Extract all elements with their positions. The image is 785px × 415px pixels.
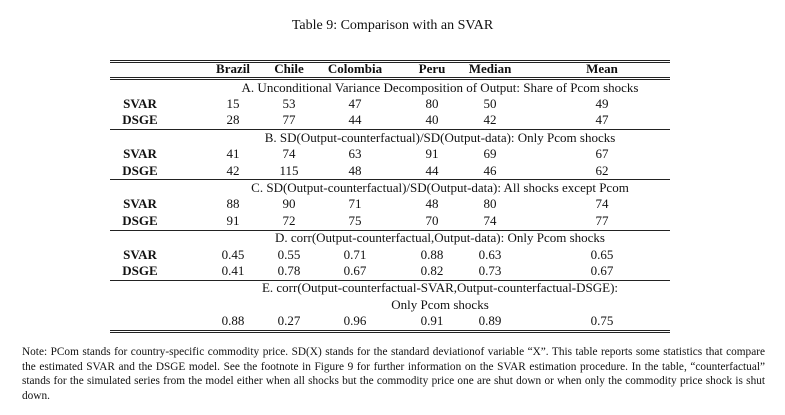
cell: 0.45 — [221, 246, 245, 262]
cell: 42 — [226, 162, 240, 178]
row-label: DSGE — [122, 112, 158, 128]
column-header: Mean — [586, 61, 618, 76]
row-label: DSGE — [122, 262, 158, 278]
cell: 74 — [595, 196, 609, 212]
row-label: SVAR — [123, 95, 157, 111]
cell: 0.89 — [478, 313, 502, 329]
row-label: DSGE — [122, 162, 158, 178]
cell: 0.73 — [478, 262, 502, 278]
cell: 62 — [595, 162, 609, 178]
cell: 44 — [348, 112, 362, 128]
cell: 48 — [425, 196, 439, 212]
cell: 88 — [226, 196, 240, 212]
cell: 71 — [348, 196, 362, 212]
cell: 0.91 — [420, 313, 444, 329]
row-label: DSGE — [122, 212, 158, 228]
rule — [110, 79, 670, 80]
cell: 0.96 — [343, 313, 367, 329]
cell: 91 — [425, 146, 439, 162]
cell: 0.27 — [277, 313, 301, 329]
rule — [110, 332, 670, 333]
cell: 80 — [425, 95, 439, 111]
cell: 80 — [483, 196, 497, 212]
cell: 91 — [226, 212, 240, 228]
cell: 0.41 — [221, 262, 245, 278]
rule — [110, 77, 670, 78]
section-title: E. corr(Output-counterfactual-SVAR,Outpu… — [261, 280, 619, 296]
cell: 47 — [348, 95, 362, 111]
section-title: A. Unconditional Variance Decomposition … — [241, 79, 639, 95]
cell: 69 — [483, 146, 497, 162]
cell: 67 — [595, 146, 609, 162]
cell: 90 — [282, 196, 296, 212]
rule — [110, 279, 670, 281]
rule — [110, 60, 670, 61]
cell: 0.67 — [343, 262, 367, 278]
cell: 74 — [282, 146, 296, 162]
cell: 0.63 — [478, 246, 502, 262]
cell: 74 — [483, 212, 497, 228]
section-title: C. SD(Output-counterfactual)/SD(Output-d… — [251, 179, 629, 195]
cell: 49 — [595, 95, 609, 111]
section-title: Only Pcom shocks — [391, 296, 489, 312]
cell: 77 — [595, 212, 609, 228]
column-header: Brazil — [216, 61, 250, 76]
cell: 0.82 — [420, 262, 444, 278]
cell: 0.88 — [221, 313, 245, 329]
cell: 41 — [226, 146, 240, 162]
row-label: SVAR — [123, 146, 157, 162]
cell: 63 — [348, 146, 362, 162]
column-header: Peru — [418, 61, 446, 76]
cell: 46 — [483, 162, 497, 178]
cell: 50 — [483, 95, 497, 111]
table-title: Table 9: Comparison with an SVAR — [291, 18, 494, 33]
cell: 75 — [348, 212, 362, 228]
cell: 44 — [425, 162, 439, 178]
section-title: D. corr(Output-counterfactual,Output-dat… — [275, 230, 605, 246]
section-title: B. SD(Output-counterfactual)/SD(Output-d… — [264, 129, 616, 145]
cell: 0.78 — [277, 262, 301, 278]
column-header: Median — [468, 61, 512, 76]
rule — [110, 179, 670, 181]
column-header: Colombia — [327, 61, 383, 76]
rule — [110, 330, 670, 331]
cell: 0.88 — [420, 246, 444, 262]
row-label: SVAR — [123, 246, 157, 262]
cell: 15 — [226, 95, 240, 111]
table-note: Note: PCom stands for country-specific c… — [22, 346, 765, 402]
cell: 0.65 — [590, 246, 614, 262]
rule — [110, 129, 670, 131]
cell: 72 — [282, 212, 296, 228]
cell: 28 — [226, 112, 240, 128]
cell: 0.55 — [277, 246, 301, 262]
cell: 0.67 — [590, 262, 614, 278]
cell: 42 — [483, 112, 497, 128]
cell: 47 — [595, 112, 609, 128]
row-label: SVAR — [123, 196, 157, 212]
cell: 40 — [425, 112, 439, 128]
rule — [110, 229, 670, 231]
cell: 48 — [348, 162, 362, 178]
cell: 0.71 — [343, 246, 367, 262]
cell: 77 — [282, 112, 296, 128]
cell: 115 — [279, 162, 299, 178]
cell: 53 — [282, 95, 296, 111]
cell: 70 — [425, 212, 439, 228]
rule — [110, 62, 670, 63]
column-header: Chile — [274, 61, 304, 76]
cell: 0.75 — [590, 313, 614, 329]
